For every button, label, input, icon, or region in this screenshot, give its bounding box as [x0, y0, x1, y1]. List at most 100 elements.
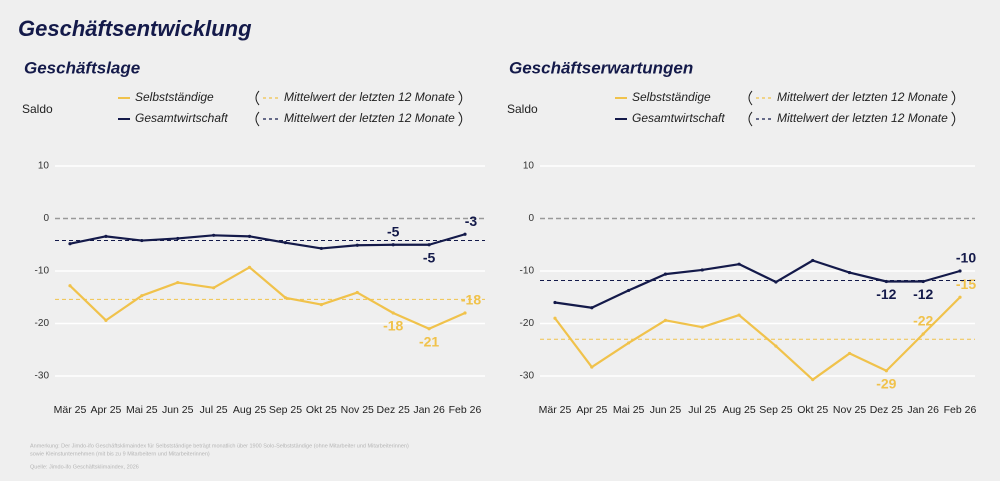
x-tick-label: Feb 26 [944, 404, 977, 416]
x-tick-label: Jan 26 [413, 404, 445, 416]
series-line [554, 259, 961, 309]
legend-label: Selbstständige [632, 90, 711, 104]
point [140, 294, 144, 298]
point [847, 351, 852, 356]
x-tick-label: Apr 25 [576, 404, 607, 416]
x-tick-label: Okt 25 [797, 404, 828, 416]
source: Quelle: Jimdo-ifo Geschäftsklimaindex, 2… [30, 464, 139, 470]
point [140, 238, 144, 243]
data-label: -29 [876, 375, 896, 391]
point [68, 242, 72, 246]
legend-paren [748, 111, 753, 127]
y-tick-label: 10 [38, 161, 50, 172]
data-label: -3 [465, 213, 478, 229]
point [176, 280, 180, 285]
x-tick-label: Feb 26 [449, 404, 482, 416]
legend-paren [951, 111, 956, 127]
legend-paren [951, 90, 956, 106]
legend-mean-label: Mittelwert der letzten 12 Monate [777, 90, 948, 104]
x-tick-label: Sep 25 [759, 404, 792, 416]
point [590, 365, 594, 369]
point [884, 369, 888, 373]
data-label: -12 [876, 286, 896, 302]
point [811, 378, 815, 382]
y-tick-label: -10 [35, 266, 50, 277]
legend-mean-label: Mittelwert der letzten 12 Monate [284, 90, 455, 104]
data-label: -10 [956, 250, 976, 266]
x-tick-label: Jul 25 [200, 404, 228, 416]
point [283, 241, 288, 245]
data-label: -5 [423, 249, 436, 265]
point [104, 318, 108, 322]
x-tick-label: Jun 25 [650, 404, 682, 416]
point [104, 234, 108, 238]
x-tick-label: Apr 25 [90, 404, 121, 416]
legend-mean-label: Mittelwert der letzten 12 Monate [284, 111, 455, 125]
legend-label: Gesamtwirtschaft [135, 111, 228, 125]
point [663, 272, 668, 276]
legend-paren [458, 90, 463, 106]
x-tick-label: Dez 25 [870, 404, 903, 416]
data-label: -18 [383, 318, 403, 334]
x-tick-label: Nov 25 [833, 404, 866, 416]
x-tick-label: Mär 25 [54, 404, 87, 416]
legend-label: Gesamtwirtschaft [632, 111, 725, 125]
y-tick-label: -30 [520, 371, 535, 382]
point [553, 300, 557, 305]
x-tick-label: Mär 25 [539, 404, 572, 416]
point [391, 243, 395, 247]
x-tick-label: Jul 25 [688, 404, 716, 416]
y-tick-label: 0 [43, 213, 49, 224]
point [283, 296, 288, 300]
point [663, 318, 668, 322]
x-tick-label: Jun 25 [162, 404, 194, 416]
point [212, 233, 216, 237]
chart-title: Geschäftslage [24, 58, 140, 77]
point [553, 316, 557, 320]
x-tick-label: Dez 25 [377, 404, 410, 416]
point [884, 279, 888, 284]
point [355, 290, 359, 295]
y-tick-label: 10 [523, 161, 535, 172]
point [627, 288, 631, 293]
point [590, 306, 594, 310]
point [737, 313, 741, 317]
x-tick-label: Mai 25 [126, 404, 158, 416]
point [391, 311, 395, 315]
point [921, 332, 925, 336]
legend-paren [255, 90, 260, 106]
data-label: -15 [956, 276, 976, 292]
y-axis-label: Saldo [507, 102, 538, 116]
x-tick-label: Aug 25 [722, 404, 755, 416]
point [627, 341, 631, 345]
data-label: -18 [461, 292, 481, 308]
point [811, 258, 815, 263]
x-tick-label: Nov 25 [341, 404, 374, 416]
y-tick-label: 0 [528, 213, 534, 224]
point [68, 284, 72, 288]
point [700, 268, 704, 272]
series-line [69, 266, 466, 330]
point [700, 325, 704, 329]
point [737, 262, 741, 266]
point [427, 327, 431, 331]
point [319, 246, 323, 251]
point [463, 311, 467, 315]
x-tick-label: Mai 25 [613, 404, 645, 416]
data-label: -21 [419, 333, 439, 349]
point [463, 232, 467, 236]
point [774, 344, 778, 348]
legend-paren [255, 111, 260, 127]
data-label: -5 [387, 223, 400, 239]
point [427, 243, 431, 247]
series-line [69, 233, 466, 250]
legend-paren [458, 111, 463, 127]
point [212, 286, 216, 290]
point [355, 243, 359, 247]
point [247, 234, 252, 238]
point [847, 270, 852, 275]
x-tick-label: Jan 26 [907, 404, 939, 416]
x-tick-label: Okt 25 [306, 404, 337, 416]
